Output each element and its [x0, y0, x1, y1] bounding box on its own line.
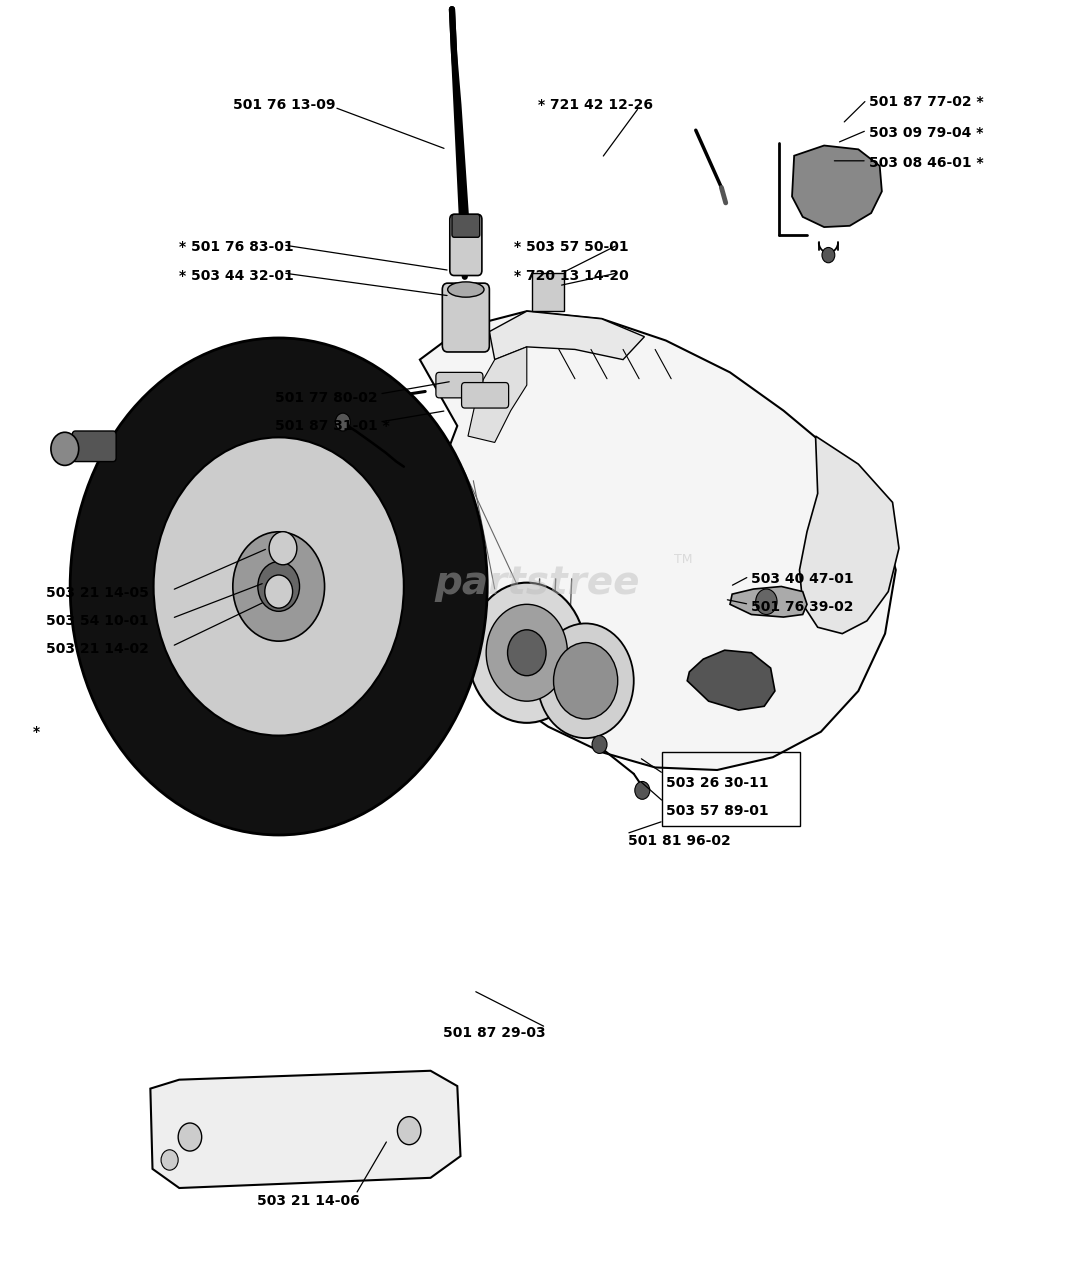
Text: * 721 42 12-26: * 721 42 12-26: [538, 97, 653, 111]
Text: 503 40 47-01: 503 40 47-01: [751, 572, 854, 586]
Text: 503 57 89-01: 503 57 89-01: [665, 804, 769, 818]
Ellipse shape: [447, 282, 484, 297]
Text: 503 21 14-05: 503 21 14-05: [45, 586, 148, 600]
Text: 501 76 13-09: 501 76 13-09: [232, 97, 335, 111]
Text: 501 76 39-02: 501 76 39-02: [751, 600, 854, 614]
Text: 503 08 46-01 *: 503 08 46-01 *: [869, 156, 984, 170]
Text: 501 81 96-02: 501 81 96-02: [629, 835, 731, 849]
Text: * 503 57 50-01: * 503 57 50-01: [514, 241, 629, 255]
Circle shape: [258, 562, 300, 612]
Circle shape: [398, 1116, 421, 1144]
Text: partstree: partstree: [434, 563, 641, 602]
Polygon shape: [420, 311, 895, 771]
Circle shape: [161, 1149, 178, 1170]
Circle shape: [269, 531, 297, 564]
Circle shape: [335, 413, 350, 431]
Text: 501 87 31-01 *: 501 87 31-01 *: [275, 419, 390, 433]
FancyBboxPatch shape: [452, 214, 479, 237]
Circle shape: [51, 433, 78, 466]
Text: 503 21 14-02: 503 21 14-02: [45, 643, 148, 655]
Text: * 720 13 14-20: * 720 13 14-20: [514, 269, 629, 283]
Circle shape: [154, 438, 404, 736]
Polygon shape: [792, 146, 882, 227]
Circle shape: [178, 1123, 202, 1151]
Text: 503 21 14-06: 503 21 14-06: [257, 1194, 360, 1208]
Circle shape: [822, 247, 835, 262]
Circle shape: [264, 575, 292, 608]
Text: TM: TM: [674, 553, 693, 566]
Text: 501 77 80-02: 501 77 80-02: [275, 390, 378, 404]
FancyBboxPatch shape: [442, 283, 489, 352]
Polygon shape: [687, 650, 775, 710]
Polygon shape: [468, 347, 527, 443]
Circle shape: [554, 643, 618, 719]
FancyBboxPatch shape: [461, 383, 508, 408]
Circle shape: [486, 604, 568, 701]
Circle shape: [468, 582, 586, 723]
FancyBboxPatch shape: [435, 372, 483, 398]
Text: 503 09 79-04 *: 503 09 79-04 *: [869, 125, 984, 140]
Text: * 501 76 83-01: * 501 76 83-01: [180, 241, 293, 255]
Circle shape: [63, 435, 81, 456]
Text: *: *: [32, 724, 40, 739]
Circle shape: [756, 589, 777, 614]
Text: 503 26 30-11: 503 26 30-11: [665, 776, 769, 790]
Circle shape: [635, 782, 649, 799]
Circle shape: [592, 736, 607, 754]
Polygon shape: [800, 436, 899, 634]
FancyBboxPatch shape: [449, 214, 482, 275]
Circle shape: [70, 338, 487, 835]
Circle shape: [507, 630, 546, 676]
Text: 501 87 77-02 *: 501 87 77-02 *: [869, 95, 984, 109]
Text: 501 87 29-03: 501 87 29-03: [443, 1025, 546, 1039]
Polygon shape: [151, 1071, 460, 1188]
FancyBboxPatch shape: [532, 273, 564, 311]
Text: * 503 44 32-01: * 503 44 32-01: [180, 269, 293, 283]
Polygon shape: [489, 311, 644, 360]
Circle shape: [538, 623, 634, 739]
Circle shape: [233, 531, 325, 641]
FancyBboxPatch shape: [72, 431, 116, 462]
Polygon shape: [730, 586, 807, 617]
Text: 503 54 10-01: 503 54 10-01: [45, 614, 148, 628]
